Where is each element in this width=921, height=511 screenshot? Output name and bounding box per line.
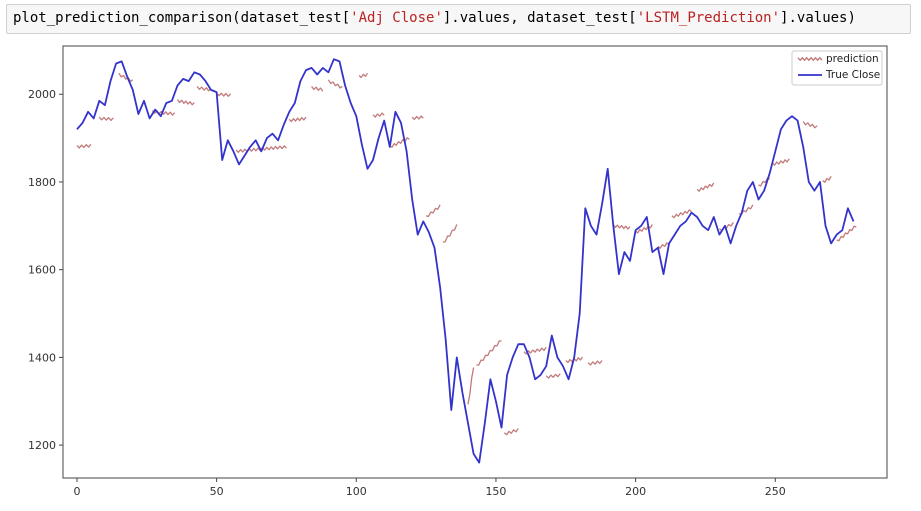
prediction-segment bbox=[98, 116, 114, 122]
prediction-segment bbox=[288, 116, 307, 123]
prediction-segment bbox=[425, 204, 441, 218]
prediction-segment bbox=[696, 182, 715, 192]
y-tick-label: 1800 bbox=[28, 176, 56, 189]
true-close-line bbox=[76, 58, 855, 464]
legend: prediction True Close bbox=[791, 50, 883, 86]
plot-frame bbox=[62, 45, 888, 479]
x-tick-label: 100 bbox=[346, 485, 367, 498]
x-tick-label: 0 bbox=[73, 485, 80, 498]
prediction-segment bbox=[587, 360, 603, 366]
prediction-segment bbox=[176, 99, 195, 106]
y-axis-ticks: 1200 1400 1600 1800 2000 bbox=[28, 88, 63, 452]
y-tick-label: 1400 bbox=[28, 351, 56, 364]
x-tick-label: 200 bbox=[625, 485, 646, 498]
prediction-segment bbox=[76, 143, 92, 149]
prediction-segment bbox=[442, 224, 458, 243]
prediction-segment bbox=[635, 224, 653, 234]
prediction-segment bbox=[411, 115, 424, 121]
legend-prediction-label: prediction bbox=[826, 53, 879, 65]
prediction-segment bbox=[612, 224, 631, 230]
x-tick-label: 250 bbox=[765, 485, 786, 498]
prediction-segment bbox=[311, 86, 324, 92]
code-suffix: ].values) bbox=[780, 10, 856, 26]
x-axis-ticks: 0 50 100 150 200 250 bbox=[73, 478, 786, 498]
prediction-segment bbox=[372, 112, 385, 118]
prediction-segment bbox=[358, 72, 369, 79]
prediction-segment bbox=[476, 340, 502, 366]
prediction-segment bbox=[196, 85, 212, 92]
legend-true-close-label: True Close bbox=[825, 69, 880, 81]
prediction-segment bbox=[657, 242, 670, 249]
prediction-segment bbox=[118, 72, 134, 82]
code-prefix: plot_prediction_comparison(dataset_test[ bbox=[13, 10, 351, 26]
code-mid: ].values, dataset_test[ bbox=[442, 10, 637, 26]
plot-lines bbox=[76, 58, 857, 464]
prediction-segment bbox=[467, 367, 475, 405]
y-tick-label: 1200 bbox=[28, 439, 56, 452]
y-tick-label: 1600 bbox=[28, 264, 56, 277]
prediction-segment bbox=[545, 373, 561, 379]
prediction-segment bbox=[836, 225, 857, 242]
legend-prediction-swatch bbox=[797, 56, 823, 62]
prediction-segment bbox=[822, 175, 832, 183]
x-tick-label: 50 bbox=[210, 485, 224, 498]
prediction-segment bbox=[216, 92, 232, 97]
prediction-segment bbox=[802, 121, 818, 129]
prediction-segment bbox=[327, 79, 343, 89]
prediction-segment bbox=[389, 137, 410, 148]
prediction-comparison-chart: 1200 1400 1600 1800 2000 0 50 100 150 200 250 pre… bbox=[28, 45, 888, 498]
code-arg-adj-close: 'Adj Close' bbox=[350, 10, 443, 26]
x-tick-label: 150 bbox=[485, 485, 506, 498]
y-tick-label: 2000 bbox=[28, 88, 56, 101]
code-cell[interactable]: plot_prediction_comparison(dataset_test[… bbox=[6, 4, 911, 34]
prediction-segment bbox=[503, 428, 519, 436]
prediction-segment bbox=[772, 158, 790, 166]
code-arg-lstm-prediction: 'LSTM_Prediction' bbox=[636, 10, 781, 26]
prediction-segment bbox=[671, 209, 692, 219]
